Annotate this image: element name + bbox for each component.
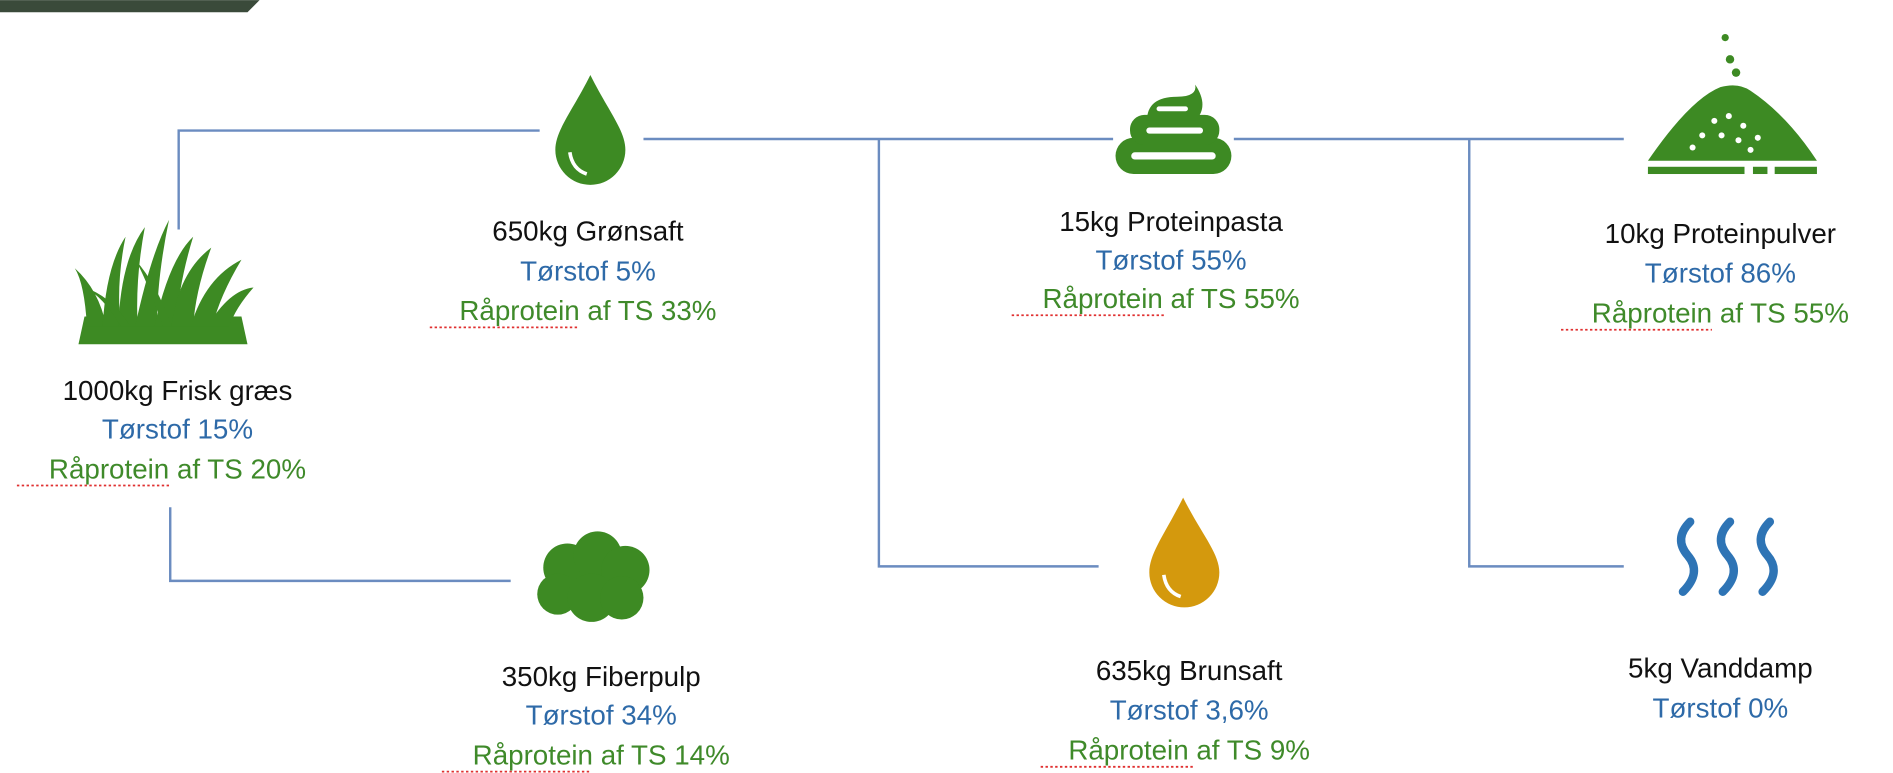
fiber-pulp-icon — [537, 531, 649, 622]
node-title: 650kg Grønsaft — [492, 215, 684, 246]
grass-icon — [75, 220, 254, 344]
connectors — [170, 131, 1624, 581]
dry-matter: Tørstof 15% — [102, 413, 253, 444]
node-title: 15kg Proteinpasta — [1059, 206, 1283, 237]
connector — [179, 131, 540, 230]
dry-matter: Tørstof 86% — [1645, 258, 1796, 289]
process-diagram: 1000kg Frisk græs Tørstof 15% Råprotein … — [0, 0, 1893, 773]
steam-icon — [1681, 522, 1774, 592]
node-title: 635kg Brunsaft — [1096, 655, 1283, 686]
dry-matter: Tørstof 0% — [1653, 692, 1789, 723]
crude-protein: Råprotein af TS 9% — [1068, 735, 1310, 766]
image-fragment — [0, 0, 260, 12]
connector — [879, 139, 1099, 566]
crude-protein: Råprotein af TS 14% — [473, 739, 730, 770]
node-labels: 1000kg Frisk græs Tørstof 15% Råprotein … — [49, 206, 1849, 771]
crude-protein: Råprotein af TS 33% — [459, 295, 716, 326]
connector — [1469, 139, 1624, 566]
node-title: 10kg Proteinpulver — [1605, 218, 1836, 249]
dry-matter: Tørstof 5% — [520, 255, 656, 286]
node-title: 350kg Fiberpulp — [502, 661, 701, 692]
protein-paste-icon — [1116, 85, 1232, 174]
green-juice-icon — [555, 75, 625, 185]
node-title: 5kg Vanddamp — [1628, 652, 1813, 683]
connector — [170, 507, 510, 581]
page: {"nodes": [ {"title": "1000kg Frisk græs… — [0, 0, 1893, 773]
crude-protein: Råprotein af TS 20% — [49, 453, 306, 484]
dry-matter: Tørstof 3,6% — [1110, 695, 1269, 726]
crude-protein: Råprotein af TS 55% — [1042, 283, 1299, 314]
node-title: 1000kg Frisk græs — [63, 375, 293, 406]
protein-powder-icon — [1648, 34, 1817, 174]
brown-juice-icon — [1149, 498, 1219, 608]
dry-matter: Tørstof 34% — [526, 700, 677, 731]
dry-matter: Tørstof 55% — [1095, 244, 1246, 275]
crude-protein: Råprotein af TS 55% — [1592, 298, 1849, 329]
